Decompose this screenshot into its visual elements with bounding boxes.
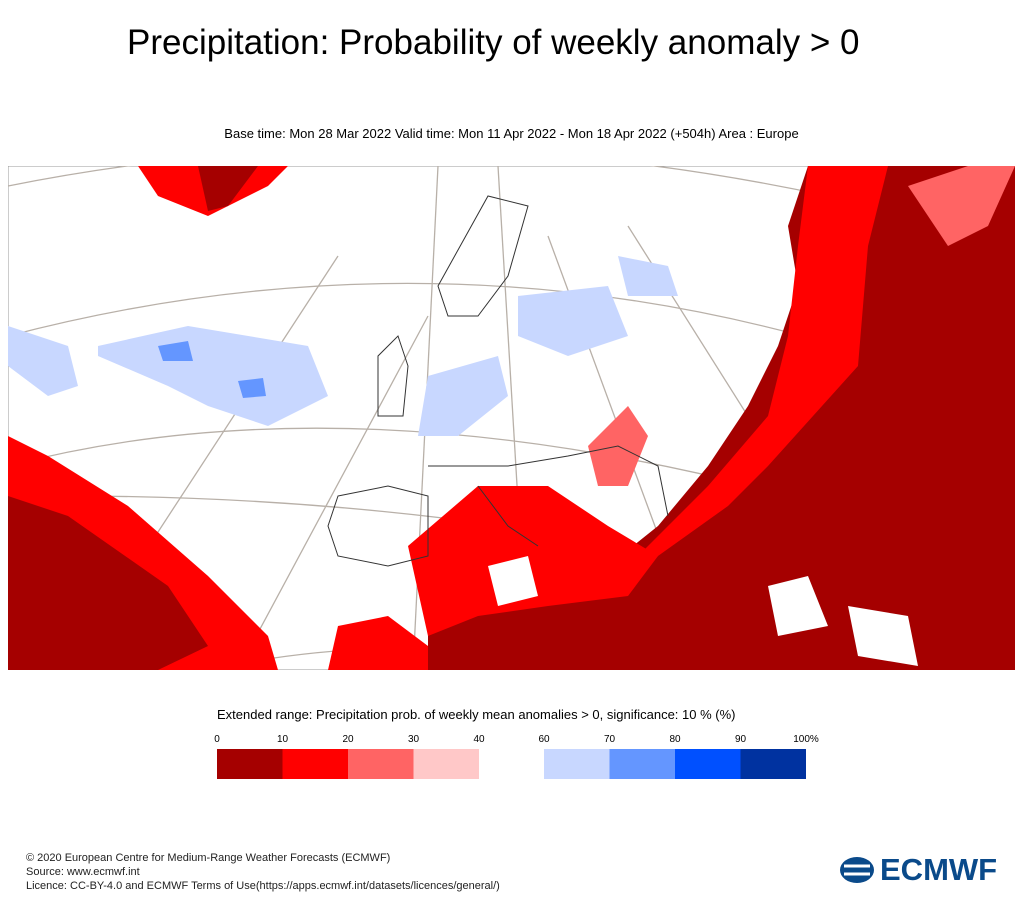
legend-swatch — [282, 749, 348, 779]
legend: Extended range: Precipitation prob. of w… — [214, 707, 819, 779]
legend-swatch — [413, 749, 479, 779]
legend-tick-label: 90 — [735, 734, 747, 745]
footer-line: Licence: CC-BY-4.0 and ECMWF Terms of Us… — [26, 880, 500, 892]
legend-tick-label: 70 — [604, 734, 616, 745]
legend-swatch — [217, 749, 283, 779]
legend-swatch — [740, 749, 806, 779]
subtitle: Base time: Mon 28 Mar 2022 Valid time: M… — [224, 126, 799, 141]
legend-tick-label: 20 — [342, 734, 354, 745]
legend-tick-label: 100% — [793, 734, 819, 745]
legend-swatch — [609, 749, 675, 779]
legend-tick-label: 0 — [214, 734, 220, 745]
legend-tick-label: 60 — [538, 734, 550, 745]
footer-line: © 2020 European Centre for Medium-Range … — [26, 852, 391, 864]
legend-swatch — [348, 749, 414, 779]
legend-tick-label: 10 — [277, 734, 289, 745]
legend-tick-label: 30 — [408, 734, 420, 745]
title: Precipitation: Probability of weekly ano… — [127, 23, 860, 62]
logo: ECMWF — [838, 852, 997, 888]
anomaly-fields — [8, 166, 1015, 670]
map — [8, 166, 1015, 670]
legend-swatch — [544, 749, 610, 779]
footer-line: Source: www.ecmwf.int — [26, 866, 140, 878]
legend-title: Extended range: Precipitation prob. of w… — [217, 707, 735, 722]
footer: © 2020 European Centre for Medium-Range … — [26, 851, 500, 893]
logo-icon — [840, 857, 874, 883]
coastlines — [327, 195, 669, 567]
legend-tick-label: 80 — [669, 734, 681, 745]
legend-tick-label: 40 — [473, 734, 485, 745]
logo-text: ECMWF — [880, 852, 998, 887]
legend-swatch — [675, 749, 741, 779]
